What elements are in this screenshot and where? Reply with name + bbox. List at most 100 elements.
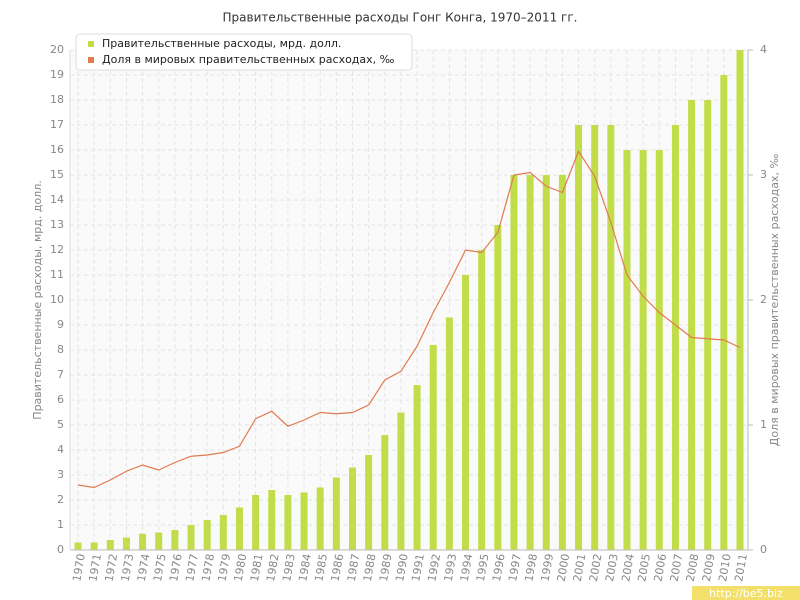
x-tick-label: 1975 xyxy=(151,553,169,583)
x-tick-label: 2007 xyxy=(668,553,686,583)
y2-tick-label: 4 xyxy=(760,43,767,56)
x-tick-label: 1973 xyxy=(119,553,137,583)
y-tick-label: 11 xyxy=(50,268,64,281)
x-tick-label: 1980 xyxy=(232,553,250,583)
bar xyxy=(413,385,421,550)
bar xyxy=(106,540,114,550)
x-tick-label: 1992 xyxy=(425,553,443,583)
x-tick-label: 1990 xyxy=(393,553,411,583)
x-tick-label: 1989 xyxy=(377,553,395,583)
x-tick-label: 1981 xyxy=(248,553,266,583)
y-tick-label: 7 xyxy=(57,368,64,381)
bar xyxy=(655,150,663,550)
bar xyxy=(365,455,373,550)
bar xyxy=(90,542,98,550)
x-tick-label: 1978 xyxy=(199,553,217,583)
bar xyxy=(462,275,470,550)
y-tick-label: 15 xyxy=(50,168,64,181)
y2-tick-label: 2 xyxy=(760,293,767,306)
bar xyxy=(268,490,276,550)
x-tick-label: 1997 xyxy=(506,553,524,583)
y-tick-label: 18 xyxy=(50,93,64,106)
y-tick-label: 10 xyxy=(50,293,64,306)
bar xyxy=(235,507,243,550)
legend-label: Доля в мировых правительственных расхода… xyxy=(102,53,395,66)
bar xyxy=(139,533,147,550)
bar xyxy=(397,412,405,550)
y-tick-label: 5 xyxy=(57,418,64,431)
x-tick-label: 1995 xyxy=(474,553,492,583)
bar xyxy=(316,487,324,550)
bar xyxy=(219,515,227,550)
x-tick-label: 2011 xyxy=(732,553,750,583)
bar xyxy=(300,492,308,550)
x-tick-label: 1998 xyxy=(522,553,540,583)
y-tick-label: 0 xyxy=(57,543,64,556)
x-tick-label: 2006 xyxy=(652,553,670,583)
x-tick-label: 1993 xyxy=(442,553,460,583)
y2-axis-label: Доля в мировых правительственных расхода… xyxy=(768,154,781,447)
x-tick-label: 1982 xyxy=(264,553,282,583)
x-tick-label: 2001 xyxy=(571,553,589,583)
y-tick-label: 6 xyxy=(57,393,64,406)
bar xyxy=(171,530,179,550)
x-tick-label: 1986 xyxy=(329,553,347,583)
y-tick-label: 8 xyxy=(57,343,64,356)
y-tick-label: 16 xyxy=(50,143,64,156)
bar xyxy=(704,100,712,550)
bar xyxy=(187,525,195,550)
y-tick-label: 19 xyxy=(50,68,64,81)
legend xyxy=(75,33,413,71)
bar xyxy=(542,175,550,550)
x-tick-label: 2008 xyxy=(684,553,702,583)
y-tick-label: 2 xyxy=(57,493,64,506)
bar xyxy=(478,250,486,550)
bar xyxy=(623,150,631,550)
x-tick-label: 2003 xyxy=(603,553,621,583)
bar xyxy=(429,345,437,550)
bar xyxy=(510,175,518,550)
bar xyxy=(671,125,679,550)
x-tick-label: 1970 xyxy=(70,553,88,583)
bar xyxy=(639,150,647,550)
bar xyxy=(332,477,340,550)
bar xyxy=(720,75,728,550)
y-axis-label: Правительственные расходы, мрд. долл. xyxy=(31,180,44,419)
bar xyxy=(74,542,82,550)
x-tick-label: 1984 xyxy=(296,553,314,583)
x-tick-label: 1985 xyxy=(312,553,330,583)
bar xyxy=(445,317,453,550)
x-tick-label: 2002 xyxy=(587,553,605,583)
bar xyxy=(252,495,260,550)
watermark: http://be5.biz xyxy=(709,587,783,600)
y-tick-label: 9 xyxy=(57,318,64,331)
x-tick-label: 1974 xyxy=(135,553,153,583)
bar xyxy=(736,50,744,550)
y2-tick-label: 3 xyxy=(760,168,767,181)
y-tick-label: 3 xyxy=(57,468,64,481)
x-tick-label: 1976 xyxy=(167,553,185,583)
bar xyxy=(575,125,583,550)
chart-title: Правительственные расходы Гонг Конга, 19… xyxy=(223,11,578,25)
x-tick-label: 1996 xyxy=(490,553,508,583)
x-tick-label: 1991 xyxy=(409,553,427,583)
y-tick-label: 12 xyxy=(50,243,64,256)
y-tick-label: 1 xyxy=(57,518,64,531)
legend-label: Правительственные расходы, мрд. долл. xyxy=(102,37,341,50)
bar xyxy=(688,100,696,550)
y-tick-label: 17 xyxy=(50,118,64,131)
bar xyxy=(558,175,566,550)
x-tick-label: 2000 xyxy=(555,553,573,583)
y-tick-label: 13 xyxy=(50,218,64,231)
x-tick-label: 2009 xyxy=(700,553,718,583)
bar xyxy=(607,125,615,550)
x-tick-label: 2005 xyxy=(635,553,653,583)
bar xyxy=(284,495,292,550)
bar xyxy=(381,435,389,550)
x-tick-label: 1994 xyxy=(458,553,476,583)
x-tick-label: 1999 xyxy=(538,553,556,583)
x-tick-label: 1987 xyxy=(345,553,363,583)
bar xyxy=(348,467,356,550)
legend-swatch xyxy=(88,57,94,63)
